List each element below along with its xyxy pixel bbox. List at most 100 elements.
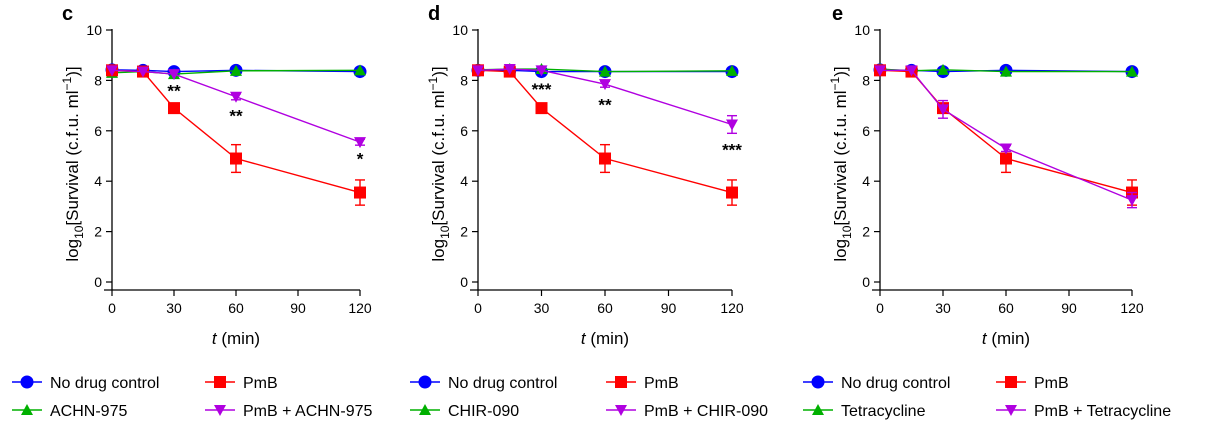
series-line xyxy=(111,69,361,194)
y-tick-label: 10 xyxy=(452,22,468,38)
panel-d: d 0 2 4 6 8 10 0 30 60 90 120 t (min) log10[Survival … xyxy=(410,3,768,420)
x-tick-label: 30 xyxy=(534,300,550,316)
y-tick-label: 6 xyxy=(94,123,102,139)
legend-marker xyxy=(1005,376,1017,388)
legend: No drug control PmB Tetracycline PmB + Tetr… xyxy=(803,375,1171,420)
data-point xyxy=(874,65,886,77)
data-point xyxy=(535,102,548,115)
series-pmb-tetracycline xyxy=(874,65,1138,209)
y-tick-label: 4 xyxy=(460,173,468,189)
legend-label: CHIR-090 xyxy=(448,403,519,420)
data-point xyxy=(230,91,242,103)
legend-marker xyxy=(20,375,34,389)
legend-item: PmB xyxy=(606,375,679,392)
series-line xyxy=(880,69,1133,201)
y-tick-label: 10 xyxy=(854,22,870,38)
panel-label: d xyxy=(428,3,440,25)
legend-label: PmB + CHIR-090 xyxy=(644,403,768,420)
legend: No drug control PmB ACHN-975 PmB + ACHN-975 xyxy=(12,375,372,420)
data-point xyxy=(535,65,548,77)
series-pmb xyxy=(106,64,366,206)
y-axis-label: log10[Survival (c.f.u. ml−1)] xyxy=(60,66,86,261)
legend-item: No drug control xyxy=(12,375,159,392)
data-point xyxy=(937,104,949,116)
data-point xyxy=(106,65,118,77)
y-tick-label: 0 xyxy=(460,274,468,290)
significance-annotation: ** xyxy=(598,95,612,114)
x-axis-label: t (min) xyxy=(581,329,629,348)
x-tick-label: 60 xyxy=(998,300,1014,316)
legend-label: PmB + Tetracycline xyxy=(1034,403,1171,420)
significance-annotation: *** xyxy=(532,80,552,99)
data-point xyxy=(937,63,949,75)
data-point xyxy=(905,65,918,77)
data-point xyxy=(168,102,180,115)
y-tick-label: 2 xyxy=(460,224,468,240)
legend-marker xyxy=(21,404,33,415)
x-axis-label: t (min) xyxy=(212,329,260,348)
legend-marker xyxy=(615,405,627,416)
data-point xyxy=(599,79,611,91)
data-point xyxy=(599,152,611,165)
x-tick-label: 60 xyxy=(228,300,244,316)
y-tick-label: 10 xyxy=(86,22,102,38)
legend-marker xyxy=(812,404,824,415)
data-point xyxy=(726,119,738,131)
legend-item: Tetracycline xyxy=(803,403,926,420)
y-tick-label: 2 xyxy=(862,224,870,240)
y-tick-label: 8 xyxy=(94,72,102,88)
x-tick-label: 120 xyxy=(348,300,372,316)
legend-label: PmB xyxy=(1034,375,1069,392)
legend-label: No drug control xyxy=(50,375,159,392)
legend-item: PmB xyxy=(996,375,1069,392)
y-axis-label: log10[Survival (c.f.u. ml−1)] xyxy=(828,66,854,261)
significance-annotation: ** xyxy=(167,81,181,100)
panel-c: c 0 2 4 6 8 10 0 30 60 90 120 t (min) log10[Survival … xyxy=(12,3,372,420)
x-tick-label: 60 xyxy=(597,300,613,316)
x-axis-label: t (min) xyxy=(982,329,1030,348)
legend-label: Tetracycline xyxy=(841,403,926,420)
data-point xyxy=(1126,195,1138,207)
significance-annotation: *** xyxy=(722,141,742,160)
y-tick-label: 8 xyxy=(460,72,468,88)
y-axis-label: log10[Survival (c.f.u. ml−1)] xyxy=(426,66,452,261)
legend-item: PmB + ACHN-975 xyxy=(205,403,372,420)
legend-marker xyxy=(615,376,627,388)
x-tick-label: 30 xyxy=(166,300,182,316)
y-tick-label: 4 xyxy=(94,173,102,189)
data-point xyxy=(599,65,611,77)
legend-label: No drug control xyxy=(841,375,950,392)
x-tick-label: 90 xyxy=(1061,300,1077,316)
data-point xyxy=(230,64,242,76)
legend-item: ACHN-975 xyxy=(12,403,127,420)
x-tick-label: 0 xyxy=(876,300,884,316)
series-pmb xyxy=(874,64,1138,206)
significance-annotation: ** xyxy=(229,107,243,126)
x-tick-label: 0 xyxy=(108,300,116,316)
legend-marker xyxy=(1005,405,1017,416)
x-tick-label: 30 xyxy=(935,300,951,316)
y-tick-label: 0 xyxy=(862,274,870,290)
data-point xyxy=(1000,65,1012,77)
panel-label: e xyxy=(832,3,843,25)
legend-item: PmB + Tetracycline xyxy=(996,403,1171,420)
data-point xyxy=(1126,65,1138,77)
legend-label: PmB + ACHN-975 xyxy=(243,403,372,420)
data-point xyxy=(1000,152,1012,165)
legend-item: No drug control xyxy=(803,375,950,392)
panel-e: e 0 2 4 6 8 10 0 30 60 90 120 t (min) log10[Survival … xyxy=(803,3,1171,420)
data-point xyxy=(472,65,484,77)
legend-marker xyxy=(214,376,226,388)
legend-label: PmB xyxy=(243,375,278,392)
legend-label: ACHN-975 xyxy=(50,403,127,420)
data-point xyxy=(354,186,366,199)
y-tick-label: 4 xyxy=(862,173,870,189)
x-tick-label: 120 xyxy=(1120,300,1144,316)
y-tick-label: 6 xyxy=(460,123,468,139)
legend-marker xyxy=(811,375,825,389)
legend-item: CHIR-090 xyxy=(410,403,519,420)
x-tick-label: 120 xyxy=(720,300,744,316)
legend-item: PmB + CHIR-090 xyxy=(606,403,768,420)
legend-marker xyxy=(214,405,226,416)
